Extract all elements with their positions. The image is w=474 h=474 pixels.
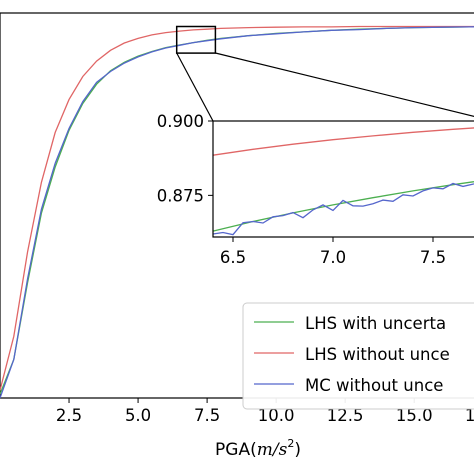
x-axis-label: PGA(m/s2) [215,437,301,460]
legend-label-mc-without-uncertainty: MC without unce [305,376,443,395]
main-series-group [0,25,474,399]
zoom-connector-line [176,52,214,122]
inset-ytick-label: 0.900 [157,112,204,131]
legend-label-lhs-with-uncertainty: LHS with uncerta [305,314,446,333]
x-axis-label-exponent: 2 [287,437,294,450]
main-xtick-label: 2.5 [56,406,82,425]
inset-background [213,121,474,237]
main-xtick-label: 10.0 [258,406,295,425]
inset-series-line-2 [212,182,474,236]
x-axis-label-suffix: ) [294,440,301,460]
inset-xtick-label: 6.5 [220,248,246,267]
main-xtick-label: 17.5 [465,406,474,425]
inset-series-group [212,127,474,236]
legend-box [242,302,474,410]
inset-plot: 6.5 7.0 7.5 0.900 0.875 [157,112,474,267]
inset-xtick-group: 6.5 7.0 7.5 [220,237,446,267]
main-series-line-1 [0,25,474,391]
main-plot: 2.5 5.0 7.5 10.0 12.5 15.0 17.5 [0,12,474,425]
legend-label-lhs-without-uncertainty: LHS without unce [305,345,450,364]
x-axis-label-prefix: PGA( [215,440,257,460]
main-xtick-label: 5.0 [125,406,151,425]
inset-series-line-0 [212,181,474,232]
x-axis-label-unit: m/s [257,440,288,460]
inset-series-line-1 [212,127,474,156]
legend: LHS with uncerta LHS without unce MC wit… [242,302,474,410]
inset-ytick-label: 0.875 [157,186,204,205]
zoom-region-box [175,25,217,54]
main-series-line-2 [0,26,474,399]
main-xtick-label: 15.0 [396,406,433,425]
zoom-connector-line [215,52,474,117]
main-xtick-label: 7.5 [194,406,220,425]
inset-ytick-group: 0.900 0.875 [157,112,213,205]
zoom-indicator [175,25,474,122]
main-xtick-group: 2.5 5.0 7.5 10.0 12.5 15.0 17.5 [56,398,474,425]
main-xtick-label: 12.5 [327,406,364,425]
inset-plot-frame [212,120,474,238]
inset-xtick-label: 7.0 [320,248,346,267]
inset-xtick-label: 7.5 [420,248,446,267]
